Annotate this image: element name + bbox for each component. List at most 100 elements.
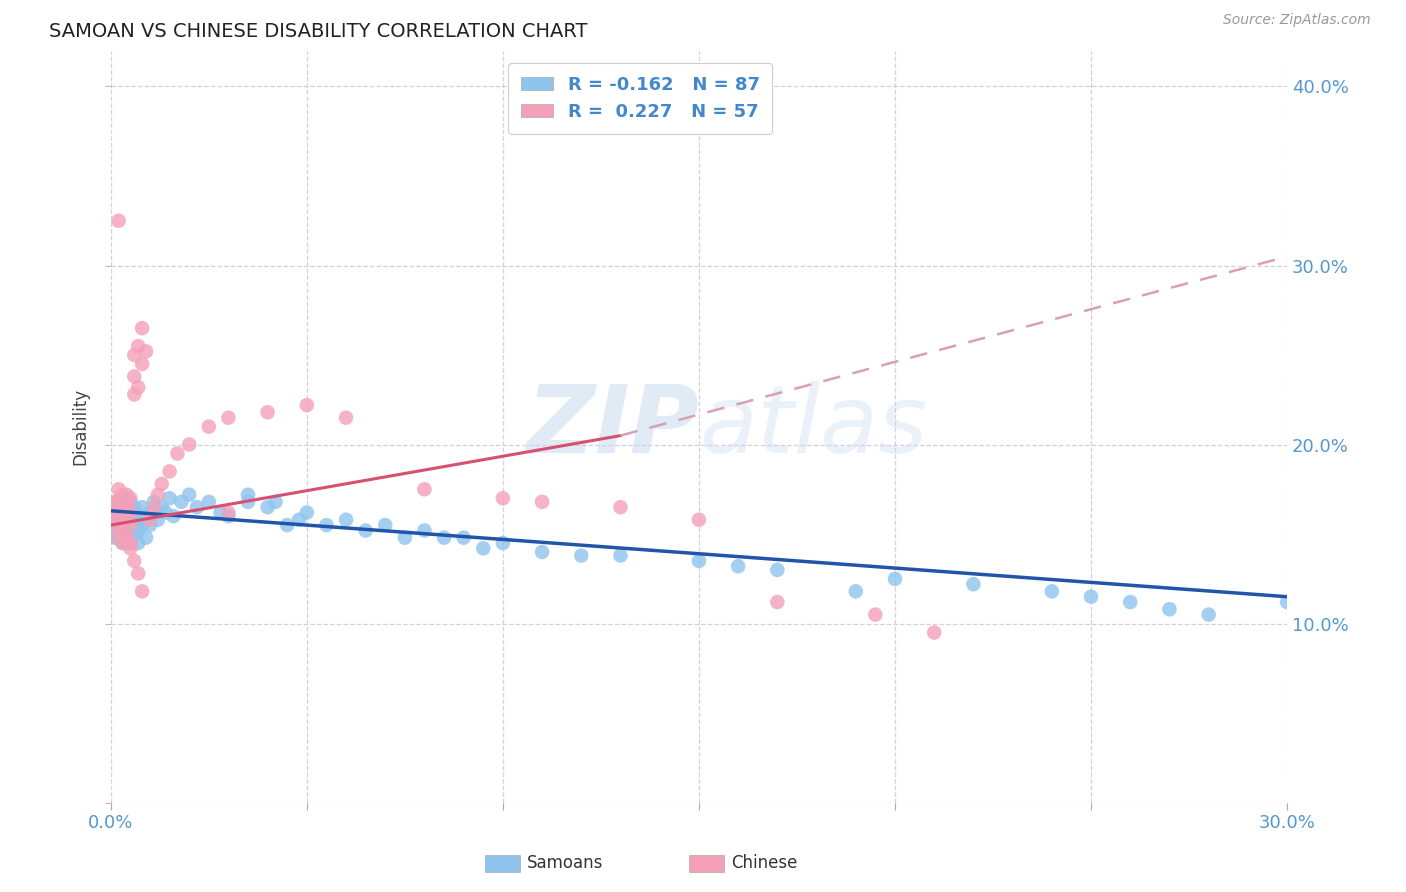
Point [170,495,193,509]
Point [139,513,162,527]
Point [609,549,631,563]
Point [139,506,162,520]
Text: SAMOAN VS CHINESE DISABILITY CORRELATION CHART: SAMOAN VS CHINESE DISABILITY CORRELATION… [49,22,588,41]
Point [104,518,127,533]
Point [111,488,134,502]
Point [1080,590,1102,604]
Point [124,369,146,384]
Point [217,509,239,524]
Point [127,380,149,394]
Point [256,500,278,515]
Point [131,509,153,524]
Point [120,506,142,520]
Point [120,506,142,520]
Point [104,506,127,520]
Point [688,554,710,568]
Point [295,398,318,412]
Point [111,513,134,527]
Point [688,513,710,527]
Point [120,531,142,545]
Point [962,577,984,591]
Point [124,348,146,362]
Point [1119,595,1142,609]
Point [766,595,789,609]
Point [531,545,554,559]
Point [276,518,298,533]
Point [335,513,357,527]
Point [111,524,134,538]
Point [107,518,129,533]
Text: atlas: atlas [699,381,927,472]
Point [124,500,146,515]
Point [127,524,149,538]
Point [115,531,138,545]
Point [124,527,146,541]
Point [120,495,142,509]
Point [727,559,749,574]
Point [159,464,181,478]
Point [107,483,129,497]
Point [295,506,318,520]
Point [120,491,142,506]
Point [135,513,157,527]
Point [472,541,495,556]
Point [264,495,287,509]
Point [453,531,475,545]
Point [374,518,396,533]
Point [115,488,138,502]
Point [124,387,146,401]
Point [155,506,177,520]
Point [1275,595,1298,609]
Point [217,506,239,520]
Point [492,491,515,506]
Point [609,500,631,515]
Text: Chinese: Chinese [731,855,797,872]
Point [209,506,232,520]
Point [433,531,456,545]
Point [115,513,138,527]
Point [354,524,377,538]
Point [104,506,127,520]
Point [115,531,138,545]
Point [127,536,149,550]
Point [115,513,138,527]
Point [111,500,134,515]
Point [115,500,138,515]
Point [142,500,165,515]
Point [127,339,149,353]
Point [150,500,173,515]
Point [107,495,129,509]
Point [120,536,142,550]
Point [107,506,129,520]
Point [1198,607,1220,622]
Point [111,536,134,550]
Point [413,483,436,497]
Point [217,410,239,425]
Point [131,518,153,533]
Text: ZIP: ZIP [526,381,699,473]
Point [413,524,436,538]
Point [135,344,157,359]
Point [120,536,142,550]
Point [115,518,138,533]
Point [922,625,945,640]
Point [107,213,129,227]
Point [150,477,173,491]
Point [335,410,357,425]
Point [127,513,149,527]
Point [1159,602,1181,616]
Point [531,495,554,509]
Point [394,531,416,545]
Point [120,518,142,533]
Point [198,495,221,509]
Point [884,572,907,586]
Point [107,531,129,545]
Point [127,566,149,581]
Point [124,506,146,520]
Point [569,549,592,563]
Point [111,509,134,524]
Point [111,500,134,515]
Point [107,518,129,533]
Point [179,488,201,502]
Point [115,500,138,515]
